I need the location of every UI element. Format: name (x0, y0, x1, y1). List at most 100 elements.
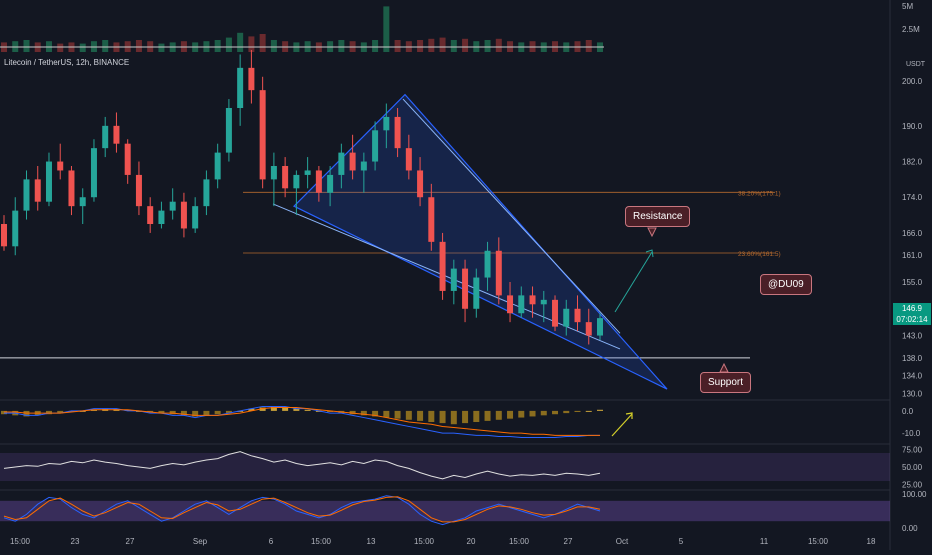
last-price-tag: 146.9 07:02:14 (893, 303, 931, 325)
symbol-title: Litecoin / TetherUS, 12h, BINANCE (4, 58, 130, 67)
candle-body (135, 174, 142, 207)
candle-body (428, 197, 435, 242)
volume-bar (135, 40, 142, 52)
candle-body (90, 148, 97, 198)
volume-tick-label: 2.5M (902, 25, 920, 34)
candles (1, 50, 603, 345)
candle-body (113, 125, 120, 144)
fib-level-label: 38.20%(175.1) (738, 190, 781, 197)
macd-histogram-bar (439, 410, 446, 424)
price-tick-label: 182.0 (902, 158, 923, 167)
candle-body (237, 67, 244, 108)
macd-histogram-bar (304, 409, 311, 411)
candle-body (473, 277, 480, 309)
candle-body (405, 148, 412, 171)
time-tick-label: Oct (616, 537, 629, 546)
wedge-lower-trendline (272, 203, 621, 350)
candle-body (597, 318, 603, 336)
macd-histogram-bar (293, 408, 300, 411)
macd-histogram-bar (428, 410, 435, 422)
volume-bar (248, 36, 255, 52)
macd-histogram-bar (327, 410, 334, 412)
candle-body (169, 201, 176, 211)
macd-arrow (611, 413, 633, 437)
candle-body (540, 299, 547, 305)
stoch-panel (0, 495, 890, 526)
macd-histogram-bar (270, 406, 277, 411)
candle-body (529, 295, 536, 305)
volume-bar (585, 40, 592, 52)
candle-body (203, 179, 210, 207)
macd-signal-line (4, 407, 600, 436)
candle-body (417, 170, 424, 198)
breakout-arrow (614, 251, 653, 313)
bar-countdown: 07:02:14 (896, 315, 928, 324)
candle-body (563, 308, 570, 327)
macd-histogram-bar (383, 410, 390, 418)
macd-histogram-bar (585, 410, 592, 412)
volume-bar (79, 43, 86, 52)
volume-bar (383, 6, 390, 52)
resistance-label[interactable]: Resistance (625, 206, 691, 227)
macd-histogram-bar (473, 410, 480, 422)
stoch-tick-label: 0.00 (902, 524, 918, 533)
macd-histogram-bar (574, 410, 581, 412)
candle-body (192, 206, 199, 229)
time-tick-label: 27 (564, 537, 573, 546)
volume-bar (225, 37, 232, 52)
candle-body (507, 295, 514, 314)
candle-body (394, 116, 401, 149)
fib-level-label: 23.60%(161.5) (738, 251, 781, 258)
volume-tick-label: 5M (902, 2, 913, 11)
time-tick-label: 5 (679, 537, 684, 546)
candle-body (180, 201, 187, 229)
macd-histogram-bar (248, 408, 255, 411)
candle-body (439, 241, 446, 291)
volume-bar (158, 43, 165, 52)
candle-body (124, 143, 131, 175)
rsi-tick-label: 75.00 (902, 446, 923, 455)
candle-body (304, 170, 311, 175)
volume-bar (214, 40, 221, 52)
price-tick-label: 138.0 (902, 354, 923, 363)
time-tick-label: 6 (269, 537, 274, 546)
candle-body (1, 224, 7, 247)
price-tick-label: 190.0 (902, 122, 923, 131)
support-label[interactable]: Support (700, 372, 752, 393)
candle-body (270, 166, 277, 180)
macd-histogram-bar (259, 407, 266, 411)
macd-histogram-bar (57, 410, 64, 414)
last-price: 146.9 (901, 304, 923, 313)
macd-arrow-head (625, 412, 633, 419)
volume-bar (338, 40, 345, 52)
time-tick-label: 15:00 (311, 537, 332, 546)
candle-body (349, 152, 356, 171)
time-tick-label: Sep (193, 537, 208, 546)
time-tick-label: 27 (126, 537, 135, 546)
volume-bar (23, 40, 30, 52)
support-pointer (719, 362, 729, 373)
price-tick-label: 143.0 (902, 332, 923, 341)
macd-histogram-bar (495, 410, 502, 420)
stoch-tick-label: 100.00 (902, 490, 927, 499)
macd-histogram-bar (203, 410, 210, 416)
arrows (611, 227, 729, 437)
time-tick-label: 15:00 (808, 537, 829, 546)
falling-wedge (272, 93, 668, 390)
stoch-band (0, 500, 890, 522)
volume-bar (484, 40, 491, 52)
candle-body (23, 179, 30, 211)
macd-histogram-bar (462, 410, 469, 424)
volume-bar (439, 37, 446, 52)
candle-body (102, 125, 109, 149)
macd-line (4, 405, 600, 439)
time-tick-label: 11 (760, 537, 769, 546)
candle-body (383, 116, 390, 131)
candle-body (338, 152, 345, 175)
macd-histogram-bar (394, 410, 401, 419)
macd-histogram-bar (180, 410, 187, 416)
time-axis: 15:00 23 27 Sep 6 15:00 13 15:00 20 15:00 27 Oct 5 11… (10, 537, 876, 546)
macd-histogram-bar (349, 410, 356, 415)
